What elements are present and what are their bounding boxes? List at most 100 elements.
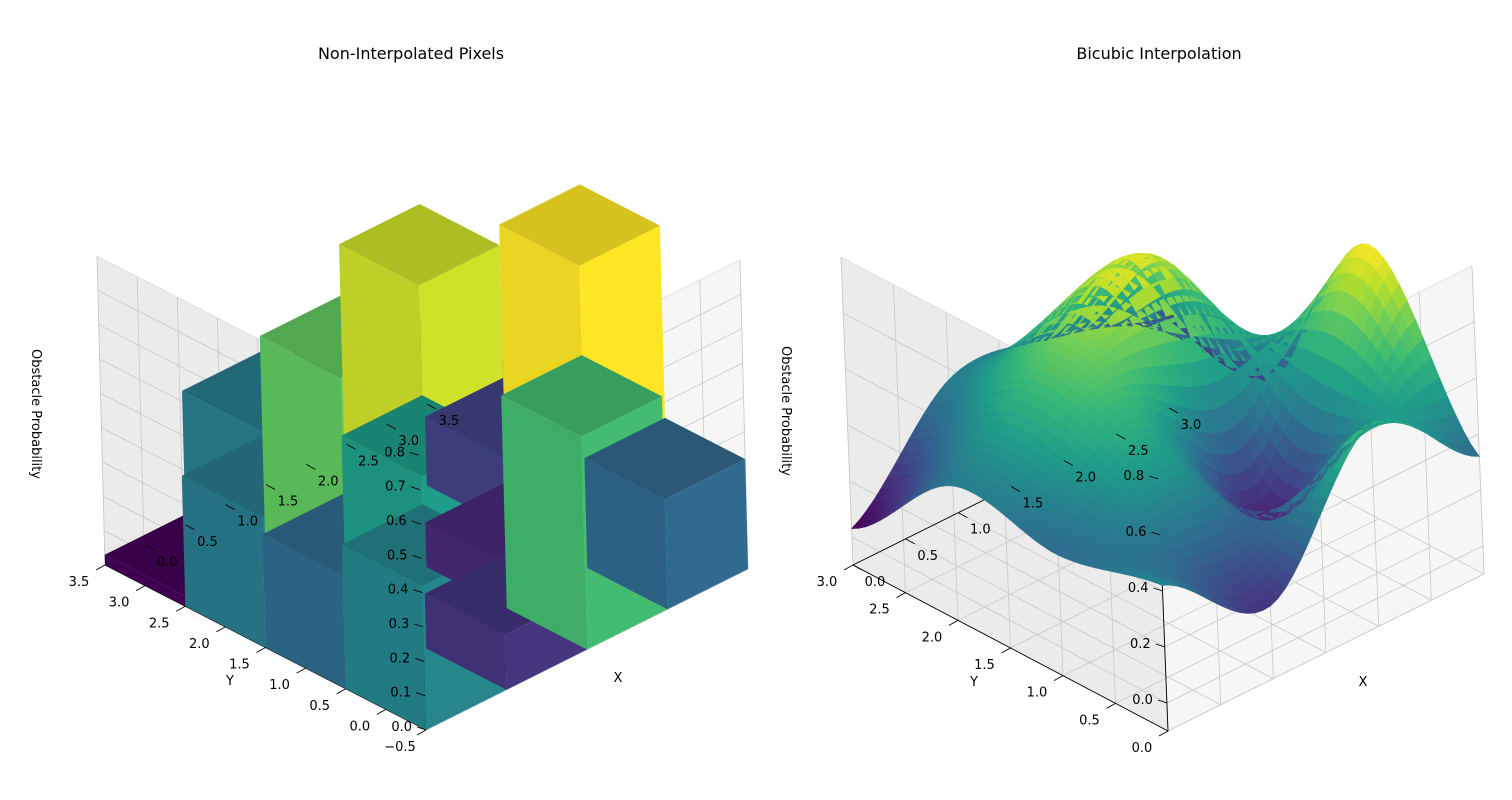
z-tick-mark [411,520,421,525]
x-axis-label: X [1359,675,1368,690]
x-tick-mark [852,564,863,571]
y-tick-label: 1.0 [269,678,290,693]
x-tick-label: 2.0 [318,474,339,489]
y-tick-label: 3.0 [109,596,130,611]
z-tick-label: 0.2 [390,651,411,666]
y-tick-mark [1158,730,1169,737]
bar-top-face [584,417,746,500]
bar-top-face [499,184,660,266]
x-tick-label: 1.0 [970,523,991,538]
z-tick-mark [1151,531,1161,536]
bar-top-face [339,204,500,286]
tick-labels: 0.0 0.5 1.0 1.5 2.0 2.5 3.0 0.0 0.5 1.0 1.5 2.0 2.5 3… [817,407,1202,756]
z-tick-label: 0.5 [387,548,408,563]
bar-left-face [424,593,507,690]
z-tick-label: 0.4 [1128,581,1149,596]
z-tick-label: 0.2 [1130,637,1151,652]
x-axis-label: X [614,671,623,686]
z-tick-label: 0.6 [1126,525,1147,540]
x-tick-label: 0.5 [917,549,938,564]
x-tick-mark [958,512,968,519]
bar-top-face [501,355,662,437]
x-tick-label: 0.0 [157,555,178,570]
bar-left-face [262,534,346,689]
z-tick-mark [1149,475,1159,480]
y-tick-label: 1.5 [229,658,250,673]
x-tick-mark [1010,486,1021,492]
x-tick-mark [1063,459,1073,466]
z-tick-mark [1155,643,1165,648]
z-tick-mark [1153,587,1163,592]
y-tick-label: 1.0 [1027,686,1048,701]
y-tick-mark [95,564,106,571]
y-tick-label: 2.5 [149,616,170,631]
y-axis-label: Y [225,674,234,689]
y-tick-label: 2.5 [869,603,890,618]
z-tick-label: 0.8 [1123,469,1144,484]
bar-front-face [664,459,748,610]
bars [104,184,748,730]
y-tick-label: 2.0 [922,630,943,645]
z-axis-label: Obstacle Probability [28,349,43,479]
y-tick-label: 1.5 [974,658,995,673]
x-tick-mark [306,463,316,470]
y-tick-mark [1001,647,1011,654]
x-tick-mark [1168,407,1179,414]
x-tick-label: 1.5 [278,495,299,510]
y-tick-label: 0.0 [1132,741,1153,756]
x-tick-label: 3.0 [1181,418,1202,433]
x-tick-mark [386,423,396,430]
y-tick-mark [176,605,186,612]
x-tick-mark [185,524,195,531]
z-tick-label: 0.4 [388,583,409,598]
z-tick-mark [1157,699,1168,704]
x-tick-mark [265,484,276,490]
y-axis-label: Y [969,675,978,690]
z-tick-label: 0.0 [391,720,412,735]
x-tick-mark [905,538,915,545]
y-tick-mark [376,708,387,715]
surface [850,243,1480,614]
x-tick-mark [225,504,235,511]
x-tick-label: 1.5 [1023,497,1044,512]
bar-left-face [584,458,668,610]
y-tick-label: 0.0 [350,719,371,734]
x-tick-label: 2.5 [358,454,379,469]
x-tick-mark [426,403,437,410]
surface-axes: 0.0 0.5 1.0 1.5 2.0 2.5 3.0 0.0 0.5 1.0 1.5 2.0 2.5 3… [778,44,1485,756]
x-tick-label: 3.0 [398,434,419,449]
y-tick-label: 2.0 [189,637,210,652]
y-tick-mark [256,647,266,653]
y-tick-mark [1053,675,1064,682]
bar-left-face [181,475,266,648]
x-tick-label: 0.5 [197,535,218,550]
y-tick-mark [1106,702,1116,709]
y-tick-mark [135,585,146,592]
y-tick-label: −0.5 [384,740,416,755]
z-tick-label: 0.0 [1132,693,1153,708]
z-tick-label: 0.1 [390,686,411,701]
z-tick-mark [412,554,422,559]
z-axis-label: Obstacle Probability [778,346,793,476]
x-tick-mark [145,544,155,551]
y-tick-mark [843,564,854,571]
z-tick-mark [414,623,424,628]
bar-chart-title: Non-Interpolated Pixels [318,44,504,63]
x-tick-label: 3.5 [439,414,460,429]
z-tick-mark [415,692,426,697]
bar-left-face [104,554,186,607]
y-tick-mark [216,626,226,633]
z-tick-mark [409,451,420,456]
x-tick-label: 0.0 [865,575,886,590]
z-tick-label: 0.8 [384,445,405,460]
bar [584,417,748,610]
z-tick-mark [416,726,427,731]
y-tick-mark [336,688,346,695]
y-tick-label: 0.5 [1079,713,1100,728]
y-tick-label: 0.5 [309,699,330,714]
x-tick-label: 1.0 [237,515,258,530]
y-tick-mark [296,667,306,674]
z-tick-label: 0.3 [389,617,410,632]
surface-chart-title: Bicubic Interpolation [1076,44,1241,63]
bar-left-face [501,395,587,650]
